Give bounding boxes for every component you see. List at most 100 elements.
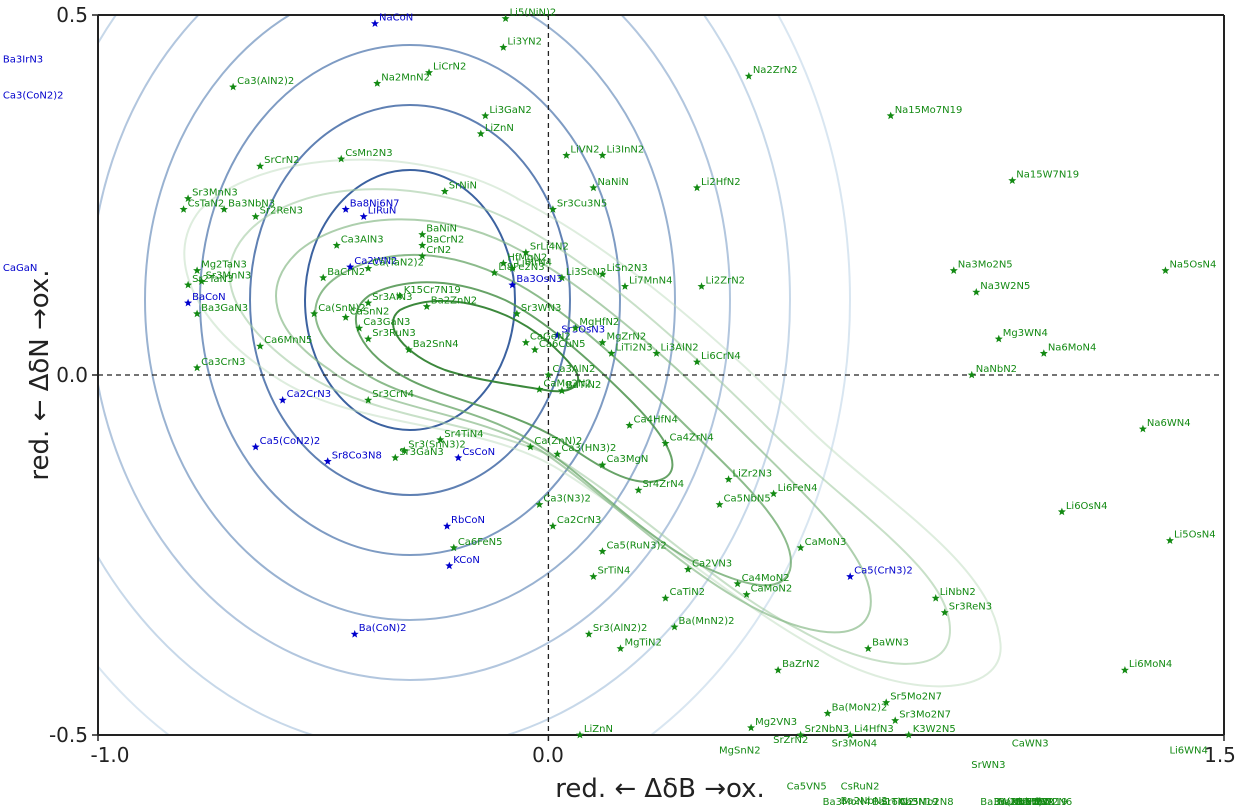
data-point-label: Li3YN2 [507,36,542,47]
data-point-marker [1120,666,1129,674]
data-point-label: Li3AlN2 [660,342,698,353]
data-point-marker [499,43,508,51]
data-point-label: Ca5(CrN3)2 [854,566,913,577]
data-point-marker [621,282,629,290]
data-point-label: KCoN [453,555,480,566]
data-point-label: Sr3Cu3N5 [557,198,607,209]
data-point-label: SrWN3 [971,760,1005,771]
data-point-marker [742,590,751,598]
data-point-marker [733,579,742,588]
data-point-label: CsRuN2 [841,782,880,793]
data-point-label: Li3ScN2 [566,267,606,278]
data-point-label: Ca2WN2 [354,256,397,267]
data-point-marker [440,187,449,195]
data-point-marker [395,291,404,300]
data-point-marker [346,262,355,271]
data-point-label: CsMn2N3 [345,148,392,159]
data-point-marker [967,370,976,379]
data-point-marker [882,698,891,706]
data-point-label: CaGaN [3,263,37,274]
data-point-marker [769,489,778,498]
data-point-marker [670,622,679,631]
data-point-label: Na3Mo2N5 [958,260,1013,271]
data-point-label: Ca3(AlN2)2 [237,76,294,87]
data-point-marker [846,730,855,739]
data-point-marker [1166,536,1174,544]
data-point-label: Sr3(AlN2)2 [593,623,647,634]
data-point-marker [715,500,724,508]
data-point-label: Sr5Mo2N7 [890,692,942,703]
y-tick-label: 0.0 [56,363,88,387]
data-point-marker [184,280,193,289]
data-point-marker [904,730,913,739]
blue-density-contour [98,15,731,681]
data-point-label: Li2ZrN2 [706,275,746,286]
data-point-label: Ca3(HN3)2 [561,443,616,454]
data-point-label: Li8Fe2N3 [498,262,544,273]
data-point-marker [371,19,379,27]
data-point-label: Li2HfN2 [701,177,741,188]
data-point-label: Sr3ReN3 [949,602,992,613]
data-point-label: Sr3GaN3 [399,447,444,458]
data-point-label: Na6WN4 [1147,418,1191,429]
data-point-label: Li5OsN4 [1174,530,1216,541]
data-point-marker [499,259,508,267]
data-point-marker [501,14,510,22]
data-point-marker [184,298,193,307]
data-point-marker [319,273,328,282]
data-point-marker [598,270,607,278]
data-point-label: Ba2NbN3 [998,797,1045,808]
data-point-marker [598,547,607,555]
data-point-label: Sr3MoN4 [832,738,877,749]
data-point-label: LiZnN [485,123,514,134]
data-point-marker [693,183,701,192]
data-point-marker [535,500,544,508]
data-point-marker [557,386,566,395]
data-point-marker [589,572,598,580]
blue-density-contour [98,15,851,735]
data-point-label: K3W2N5 [913,724,956,735]
blue-density-contour [144,15,676,621]
blue-density-contour [199,44,621,556]
data-point-label: Li6OsN4 [1066,501,1108,512]
data-point-label: Ba3OsN3 [516,274,562,285]
data-point-marker [350,630,359,638]
data-point-label: Ba3W2N7 [980,797,1029,808]
data-point-label: Li3InN2 [606,144,644,155]
data-point-marker [355,324,364,332]
data-point-label: BaHfN2 [1016,797,1054,808]
data-point-marker [404,345,413,354]
data-point-marker [521,338,530,346]
data-point-label: Ca2VN3 [692,558,732,569]
data-point-marker [418,252,427,260]
data-point-label: Na2ZrN2 [753,65,798,76]
data-point-marker [512,309,521,318]
data-point-marker [557,273,566,282]
data-point-marker [256,162,265,170]
data-point-label: Li6WN4 [1169,746,1207,757]
data-point-marker [1039,349,1048,357]
green-density-contour [314,253,792,587]
data-point-label: Sr4TiN4 [444,429,483,440]
data-point-label: Ca5Mo2N8 [899,797,953,808]
data-point-label: BaCoN [192,292,226,303]
y-tick-label: -0.5 [49,723,88,747]
data-point-marker [994,334,1003,343]
data-point-marker [661,439,670,447]
data-point-marker [1057,507,1066,516]
x-tick-label: 0.0 [532,743,564,767]
data-point-marker [391,453,400,462]
data-point-label: Ba3GaN3 [201,303,248,314]
data-point-marker [634,486,643,494]
data-point-label: Na3W2N5 [980,281,1030,292]
data-point-label: Sr3MnN3 [192,188,238,199]
data-point-label: HfMgN2 [507,252,547,263]
data-point-marker [521,248,530,256]
data-point-marker [251,212,260,220]
data-point-marker [864,644,873,652]
data-point-marker [229,82,238,91]
blue-density-contour [249,104,571,496]
data-point-marker [454,453,463,462]
data-point-marker [571,324,580,332]
